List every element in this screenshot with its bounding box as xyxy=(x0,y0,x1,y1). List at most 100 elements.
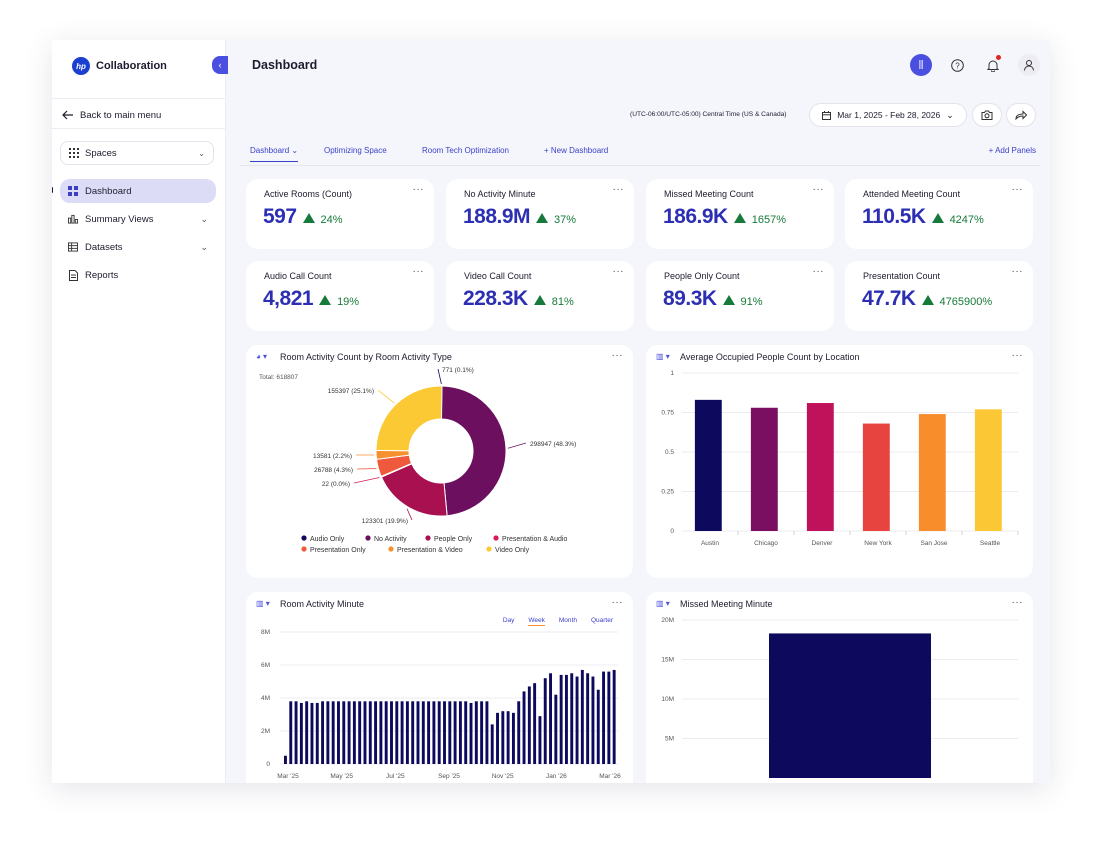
granularity-week[interactable]: Week xyxy=(528,617,545,626)
more-options-icon[interactable]: ··· xyxy=(611,597,623,608)
more-options-icon[interactable]: ··· xyxy=(611,350,623,361)
bar xyxy=(384,701,388,764)
granularity-quarter[interactable]: Quarter xyxy=(590,617,613,624)
help-icon: ? xyxy=(950,58,964,72)
bar-chart-icon[interactable]: ▥ ▾ xyxy=(256,599,270,608)
panel-room-activity-minute: ▥ ▾ Room Activity Minute ··· Day Week Mo… xyxy=(246,592,633,783)
y-tick-label: 0 xyxy=(266,761,270,768)
kpi-card[interactable]: People Only Count ··· 89.3K 91% xyxy=(646,261,834,331)
tab-optimizing-space[interactable]: Optimizing Space xyxy=(324,146,387,155)
sidebar-item-dashboard[interactable]: Dashboard xyxy=(60,179,216,203)
legend-swatch xyxy=(493,535,499,541)
date-range-picker[interactable]: Mar 1, 2025 - Feb 28, 2026 ⌄ xyxy=(809,103,967,127)
notifications-button[interactable] xyxy=(982,54,1004,76)
more-options-icon[interactable]: ··· xyxy=(1011,184,1023,195)
donut-slice xyxy=(375,385,443,452)
bar xyxy=(395,701,399,764)
chevron-down-icon: ⌄ xyxy=(946,109,954,120)
bar xyxy=(543,678,547,764)
x-tick-label: Jul '25 xyxy=(386,773,405,780)
kpi-card[interactable]: Active Rooms (Count) ··· 597 24% xyxy=(246,179,434,249)
bar xyxy=(527,686,531,764)
x-tick-label: Chicago xyxy=(754,540,778,547)
leader-line xyxy=(406,508,413,521)
bar xyxy=(974,409,1002,531)
bar xyxy=(769,633,931,778)
share-button[interactable] xyxy=(1006,103,1036,127)
y-tick-label: 0 xyxy=(670,528,674,535)
snapshot-button[interactable] xyxy=(972,103,1002,127)
bar xyxy=(416,701,420,764)
analytics-button[interactable]: ⫼ xyxy=(910,54,932,76)
bar-chart-icon[interactable]: ▥ ▾ xyxy=(656,599,670,608)
chevron-down-icon: ⌄ xyxy=(200,213,208,224)
bar xyxy=(554,694,558,764)
bar xyxy=(469,702,473,764)
more-options-icon[interactable]: ··· xyxy=(1011,266,1023,277)
tab-dashboard[interactable]: Dashboard ⌄ xyxy=(250,146,299,162)
more-options-icon[interactable]: ··· xyxy=(812,266,824,277)
donut-chart: Total: 618807 771 (0.1%) 298947 (48.3%) 123… xyxy=(259,367,576,554)
kpi-card[interactable]: Audio Call Count ··· 4,821 19% xyxy=(246,261,434,331)
more-options-icon[interactable]: ··· xyxy=(412,184,424,195)
bar-chart-icon xyxy=(68,214,78,224)
x-tick-label: Seattle xyxy=(980,540,1001,547)
granularity-day[interactable]: Day xyxy=(502,617,515,624)
spaces-dropdown[interactable]: Spaces ⌄ xyxy=(60,141,214,165)
new-dashboard-button[interactable]: + New Dashboard xyxy=(544,146,609,155)
more-options-icon[interactable]: ··· xyxy=(612,266,624,277)
user-avatar-button[interactable] xyxy=(1018,54,1040,76)
sidebar-item-label: Dashboard xyxy=(85,185,132,197)
panel-missed-meeting-minute: ▥ ▾ Missed Meeting Minute ··· 20M 15M 10M 5… xyxy=(646,592,1033,783)
legend-swatch xyxy=(365,535,371,541)
help-button[interactable]: ? xyxy=(946,54,968,76)
arrow-left-icon xyxy=(62,110,73,120)
pie-chart-icon[interactable]: ◕ ▾ xyxy=(256,352,268,361)
bar xyxy=(310,702,314,764)
page-title: Dashboard xyxy=(252,58,318,72)
more-options-icon[interactable]: ··· xyxy=(412,266,424,277)
share-icon xyxy=(1015,110,1027,120)
bar xyxy=(564,674,568,764)
brand[interactable]: hp Collaboration xyxy=(72,56,167,76)
calendar-icon xyxy=(822,110,832,120)
bar xyxy=(379,701,383,764)
bar xyxy=(432,701,436,764)
user-icon xyxy=(1024,60,1034,71)
sidebar-item-summary-views[interactable]: Summary Views ⌄ xyxy=(60,207,216,231)
sidebar-item-datasets[interactable]: Datasets ⌄ xyxy=(60,235,216,259)
granularity-month[interactable]: Month xyxy=(558,617,577,624)
kpi-value: 4,821 xyxy=(263,287,314,310)
x-tick-label: San Jose xyxy=(920,540,947,547)
legend-label: Video Only xyxy=(495,547,530,554)
sidebar: hp Collaboration ‹ Back to main menu Spa… xyxy=(52,40,228,783)
more-options-icon[interactable]: ··· xyxy=(1011,350,1023,361)
bar xyxy=(405,701,409,764)
kpi-card[interactable]: Presentation Count ··· 47.7K 4765900% xyxy=(845,261,1033,331)
more-options-icon[interactable]: ··· xyxy=(612,184,624,195)
kpi-title: Active Rooms (Count) xyxy=(264,189,353,199)
kpi-title: Attended Meeting Count xyxy=(863,189,961,199)
panel-title: Average Occupied People Count by Locatio… xyxy=(680,352,860,362)
back-to-main-menu-link[interactable]: Back to main menu xyxy=(62,105,222,125)
collapse-sidebar-button[interactable]: ‹ xyxy=(212,56,228,74)
bar xyxy=(596,689,600,764)
bar xyxy=(580,669,584,764)
y-tick-label: 8M xyxy=(261,629,270,636)
missed-meeting-minute-chart: 20M 15M 10M 5M xyxy=(661,617,1018,778)
app-window: hp Collaboration ‹ Back to main menu Spa… xyxy=(52,40,1050,783)
active-marker xyxy=(52,187,53,193)
bar-chart-icon[interactable]: ▥ ▾ xyxy=(656,352,670,361)
kpi-card[interactable]: No Activity Minute ··· 188.9M 37% xyxy=(446,179,634,249)
kpi-value-row: 89.3K 91% xyxy=(663,287,763,311)
sidebar-item-reports[interactable]: Reports xyxy=(60,263,216,287)
tab-room-tech-optimization[interactable]: Room Tech Optimization xyxy=(422,146,509,155)
more-options-icon[interactable]: ··· xyxy=(1011,597,1023,608)
more-options-icon[interactable]: ··· xyxy=(812,184,824,195)
leader-line xyxy=(507,442,527,449)
kpi-card[interactable]: Video Call Count ··· 228.3K 81% xyxy=(446,261,634,331)
add-panels-button[interactable]: + Add Panels xyxy=(988,146,1036,155)
kpi-card[interactable]: Missed Meeting Count ··· 186.9K 1657% xyxy=(646,179,834,249)
legend-swatch xyxy=(486,546,492,552)
kpi-card[interactable]: Attended Meeting Count ··· 110.5K 4247% xyxy=(845,179,1033,249)
